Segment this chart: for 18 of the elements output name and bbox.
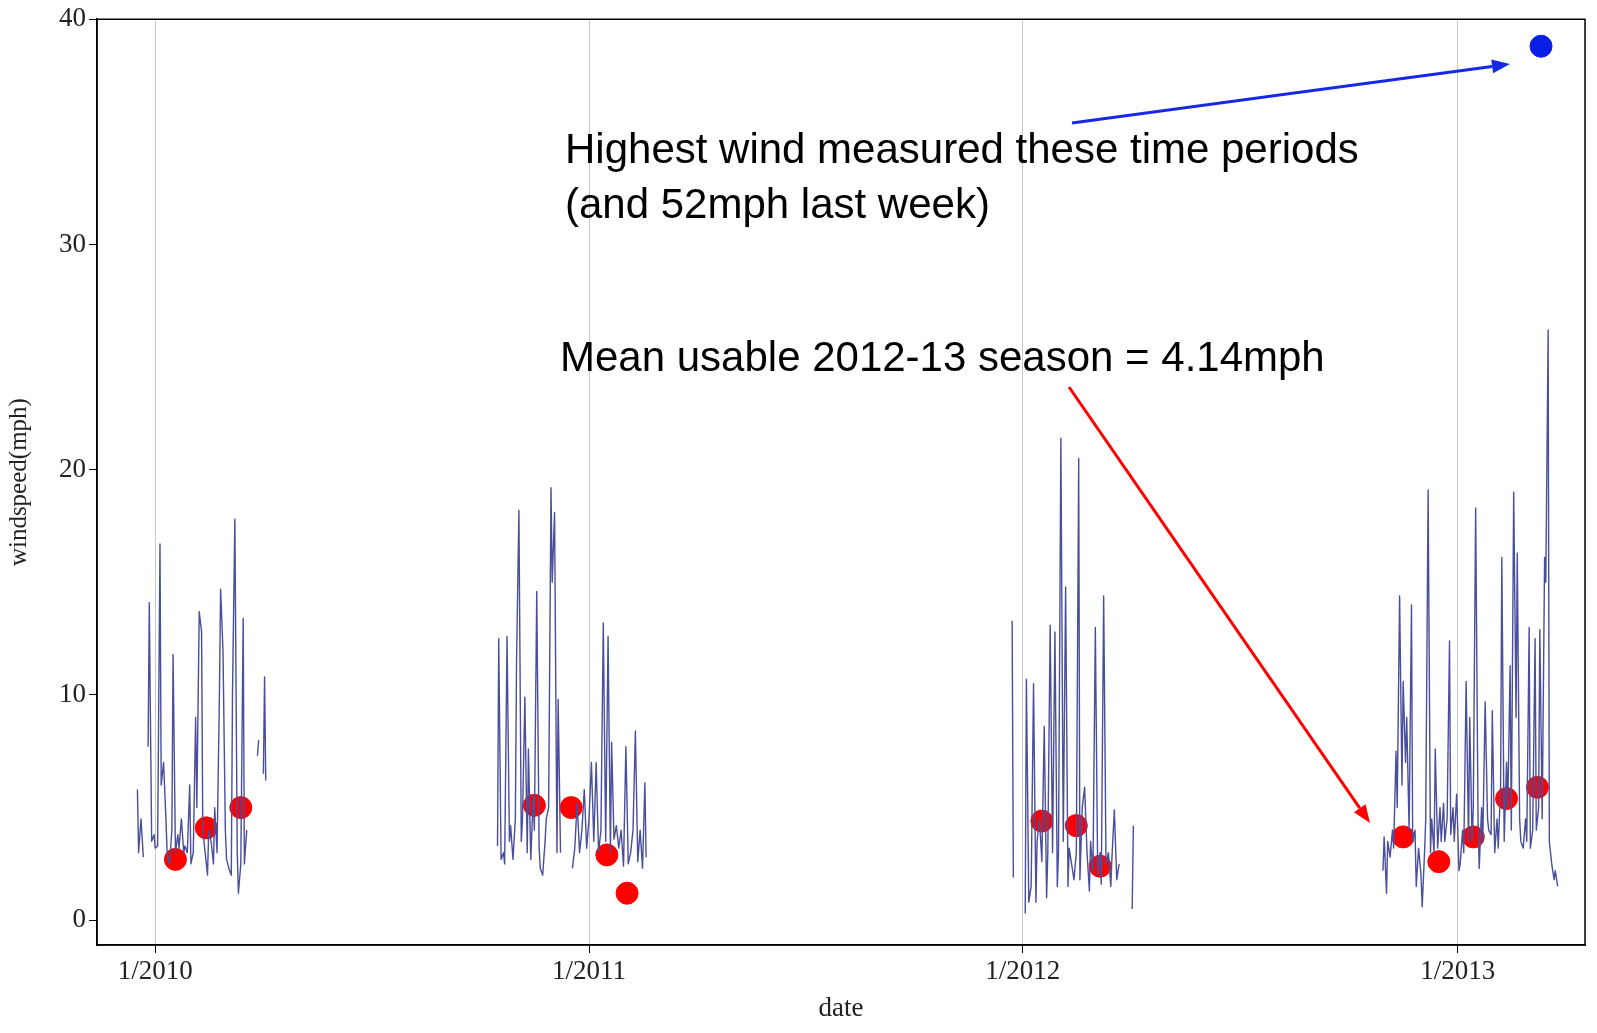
y-tick-label: 10 — [59, 678, 86, 709]
annotation: Highest wind measured these time periods (and 52mph last week) — [565, 124, 1359, 229]
y-tick-label: 40 — [59, 2, 86, 33]
y-tick-label: 20 — [59, 452, 86, 483]
x-tick-label: 1/2013 — [1420, 955, 1496, 986]
point — [595, 843, 619, 867]
point — [1427, 850, 1451, 874]
point — [1529, 34, 1553, 58]
x-tick-label: 1/2010 — [117, 955, 193, 986]
y-tick-label: 0 — [72, 903, 86, 934]
y-tick-label: 30 — [59, 227, 86, 258]
y-axis-title: windspeed(mph) — [3, 398, 32, 567]
x-axis-title: date — [818, 991, 864, 1022]
point — [559, 796, 583, 820]
annotation: Mean usable 2012-13 season = 4.14mph — [560, 332, 1325, 382]
point — [615, 881, 639, 905]
x-tick-label: 1/2011 — [552, 955, 627, 986]
x-tick-label: 1/2012 — [985, 955, 1061, 986]
